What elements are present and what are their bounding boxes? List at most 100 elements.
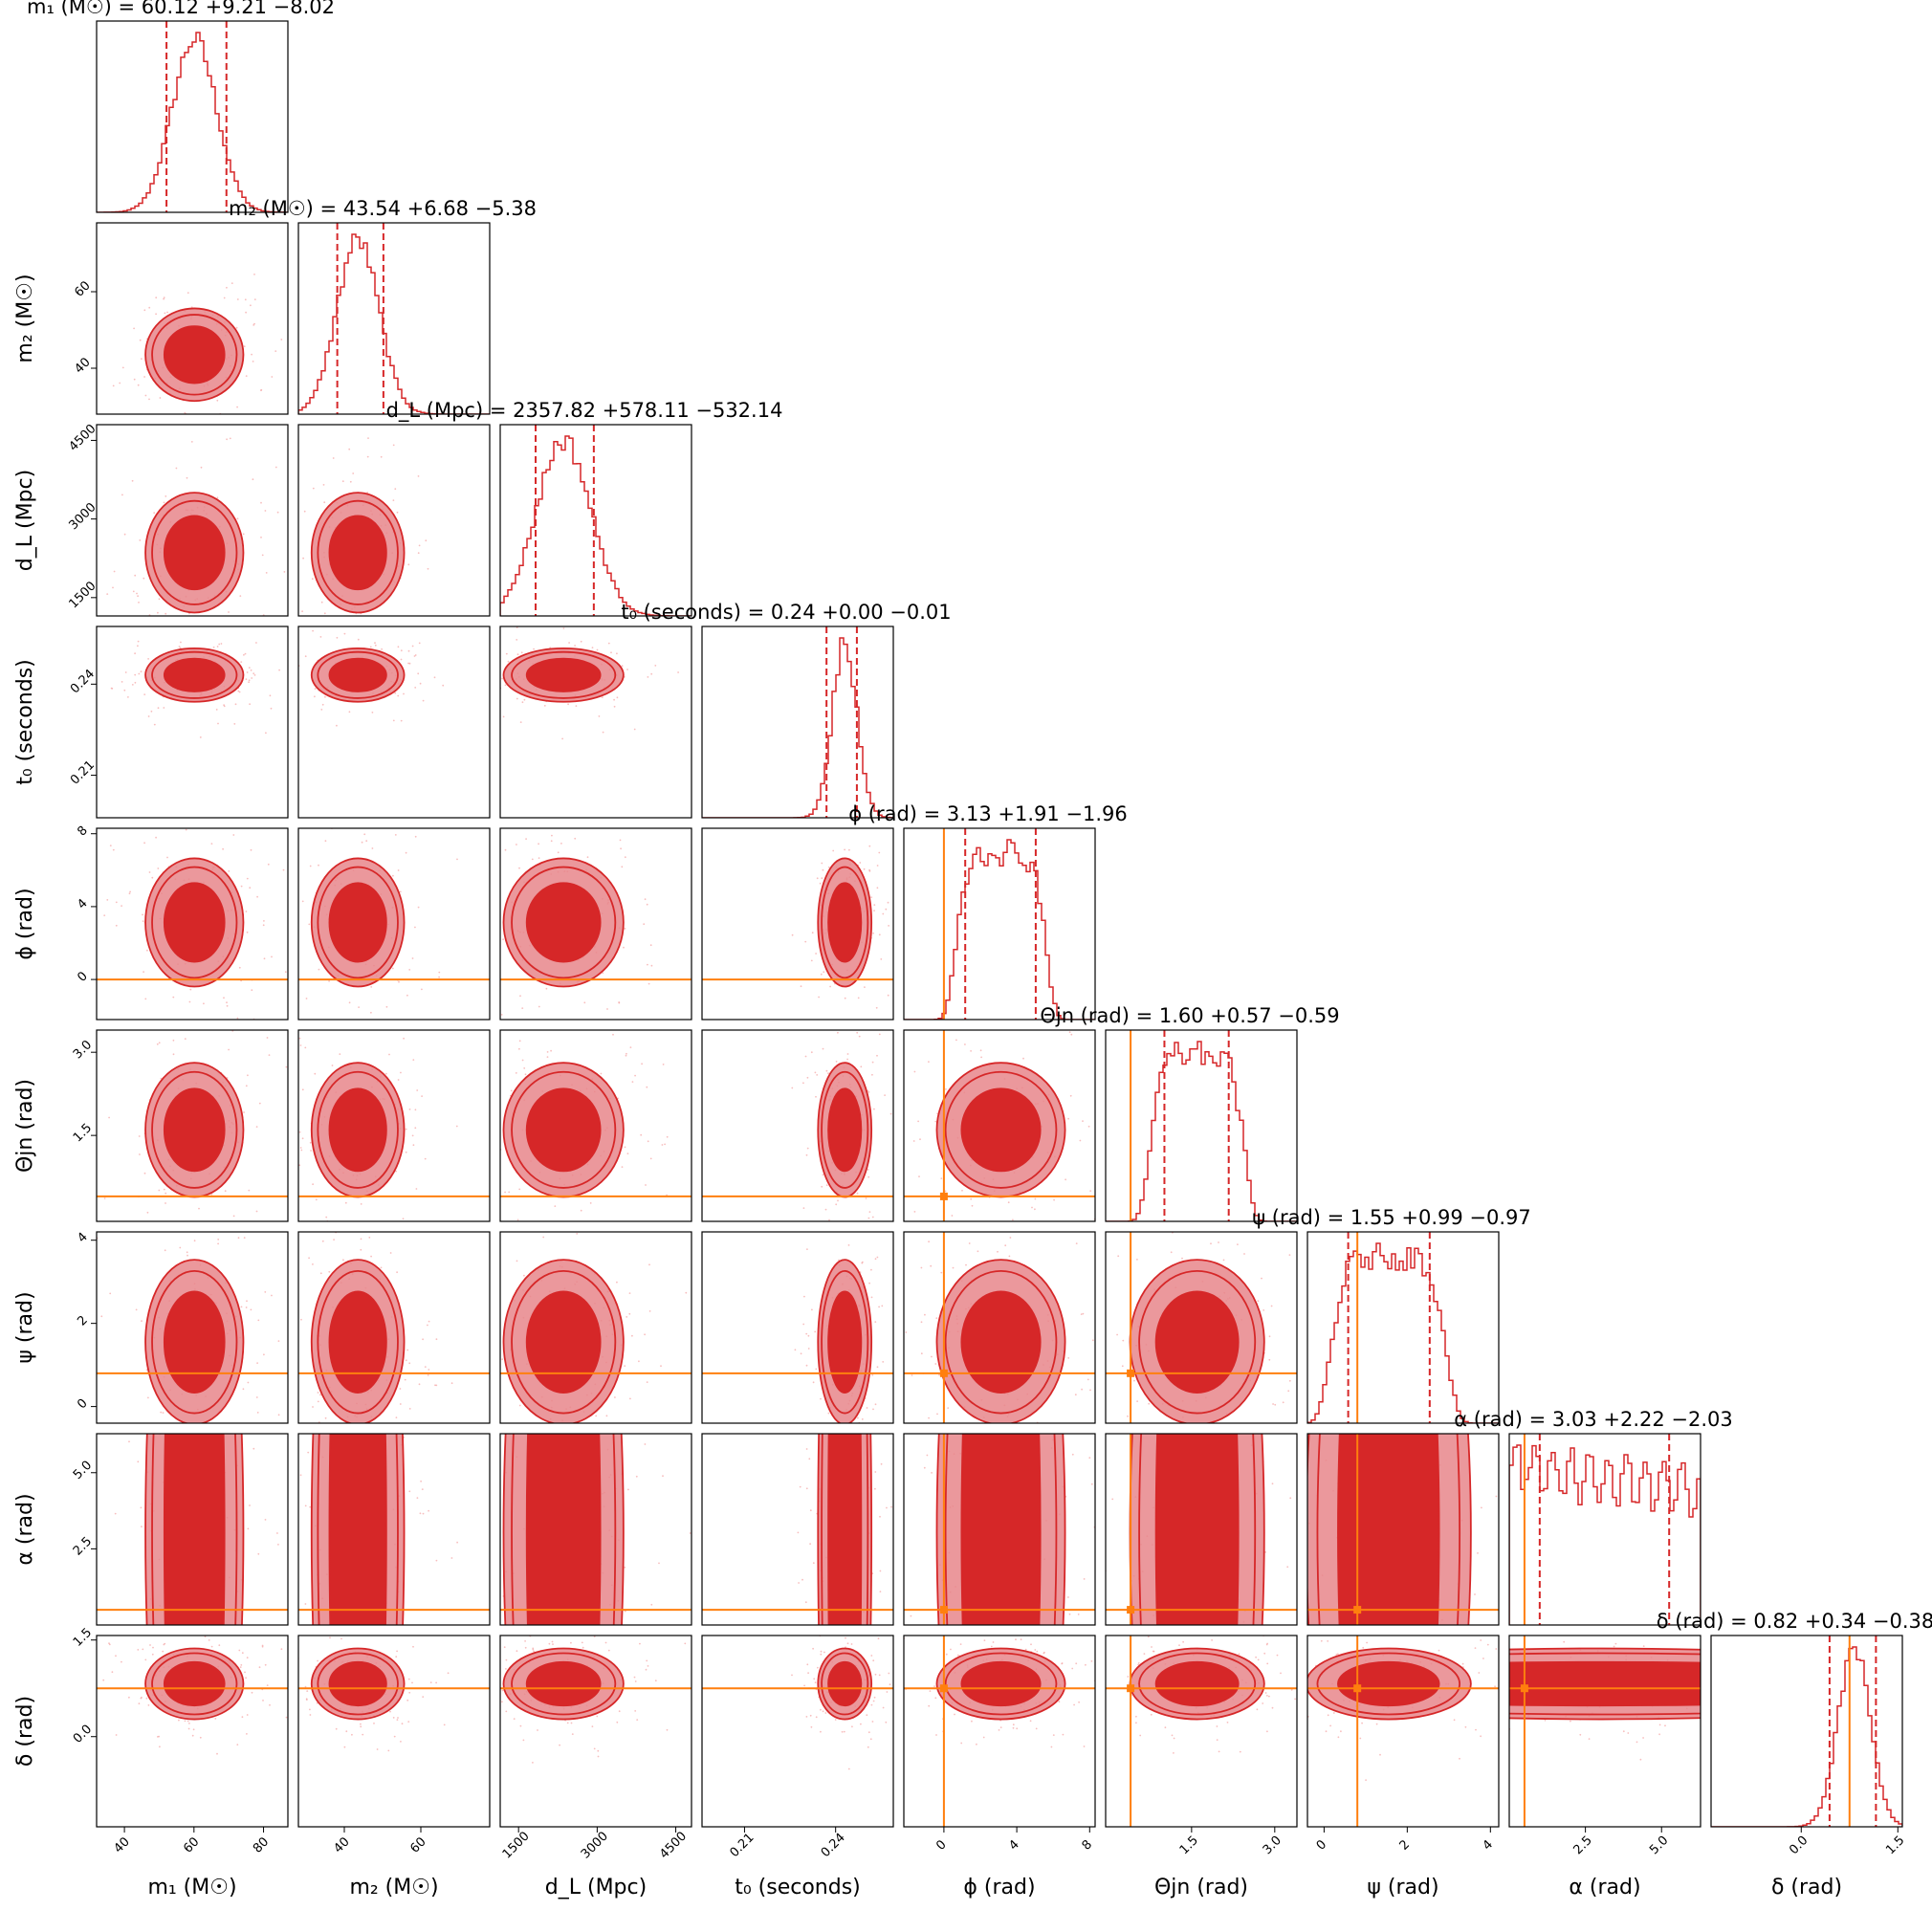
sample-point <box>934 1363 937 1365</box>
sample-point <box>203 1002 205 1005</box>
sample-point <box>1495 1701 1497 1702</box>
sample-point <box>1102 1690 1104 1692</box>
sample-point <box>934 1120 937 1123</box>
sample-point <box>531 858 534 861</box>
sample-point <box>873 904 876 906</box>
sample-point <box>815 953 817 955</box>
sample-point <box>521 701 524 704</box>
sample-point <box>1065 1293 1067 1295</box>
sample-point <box>812 1562 815 1565</box>
sample-point <box>636 1719 639 1721</box>
sample-point <box>193 1432 195 1434</box>
sample-point <box>1068 1613 1071 1615</box>
sample-point <box>1495 1495 1498 1498</box>
sample-point <box>103 914 106 916</box>
sample-point <box>319 1272 322 1275</box>
contour-inner <box>163 1434 226 1625</box>
sample-point <box>172 1039 175 1042</box>
sample-point <box>484 1504 486 1506</box>
sample-point <box>876 1580 878 1582</box>
histogram-alpha <box>1509 1444 1701 1625</box>
sample-point <box>871 1061 874 1064</box>
panel-frame <box>1306 1231 1500 1424</box>
sample-point <box>1378 1398 1380 1400</box>
sample-point <box>538 1005 540 1008</box>
sample-point <box>443 1723 446 1726</box>
sample-point <box>132 590 135 593</box>
sample-point <box>494 1680 495 1681</box>
sample-point <box>392 874 394 877</box>
sample-point <box>1135 1722 1137 1724</box>
sample-point <box>285 1065 288 1068</box>
panel-m2-vs-dL <box>277 424 491 617</box>
sample-point <box>873 1696 876 1699</box>
sample-point <box>478 1356 480 1358</box>
sample-point <box>277 556 279 558</box>
contour-inner <box>163 657 226 692</box>
sample-point <box>404 1378 406 1381</box>
sample-point <box>649 1629 651 1631</box>
sample-point <box>157 1005 159 1007</box>
sample-point <box>331 1065 334 1066</box>
panel-frame <box>1508 1635 1701 1828</box>
sample-point <box>799 1485 801 1488</box>
sample-point <box>601 696 604 698</box>
sample-point <box>1282 1401 1284 1404</box>
sample-point <box>1384 1419 1386 1421</box>
sample-point <box>442 684 445 687</box>
sample-point <box>951 1215 954 1217</box>
sample-point <box>163 1188 165 1191</box>
sample-point <box>417 475 420 477</box>
sample-point <box>294 638 296 640</box>
sample-point <box>389 1252 392 1254</box>
sample-point <box>1143 1653 1146 1655</box>
sample-point <box>237 1237 240 1240</box>
sample-point <box>409 1226 411 1228</box>
sample-point <box>204 622 206 624</box>
sample-point <box>1085 1663 1087 1666</box>
sample-point <box>1029 1720 1032 1723</box>
sample-point <box>315 1198 318 1201</box>
sample-point <box>834 1719 837 1721</box>
sample-point <box>1117 1255 1120 1258</box>
contour-inner <box>1509 1660 1701 1707</box>
sample-point <box>456 1115 458 1117</box>
contour-inner <box>1337 1660 1440 1707</box>
y-tick-label: 0 <box>75 969 90 984</box>
sample-point <box>980 1056 982 1059</box>
sample-point <box>151 876 154 879</box>
sample-point <box>537 1059 538 1061</box>
sample-point <box>216 399 219 402</box>
sample-point <box>1012 1218 1014 1221</box>
sample-point <box>341 480 344 483</box>
sample-point <box>644 1443 647 1445</box>
sample-point <box>250 1308 252 1311</box>
sample-point <box>1080 1660 1082 1662</box>
sample-point <box>142 1648 144 1651</box>
sample-point <box>889 1418 891 1420</box>
sample-point <box>1255 1656 1257 1658</box>
sample-point <box>271 1365 273 1367</box>
sample-point <box>837 1031 839 1034</box>
sample-point <box>823 1429 824 1431</box>
sample-point <box>133 1502 135 1504</box>
sample-point <box>533 648 535 650</box>
panel-alpha-vs-delta: 2.5 5.0α (rad) <box>1495 1635 1701 1899</box>
sample-point <box>891 1716 893 1718</box>
sample-point <box>1340 1730 1342 1733</box>
sample-point <box>624 1566 626 1569</box>
sample-point <box>871 1373 874 1376</box>
sample-point <box>338 1629 340 1631</box>
sample-point <box>1218 1750 1220 1753</box>
sample-point <box>243 1111 245 1113</box>
sample-point <box>807 1334 810 1337</box>
sample-point <box>240 1306 243 1308</box>
sample-point <box>646 1381 648 1383</box>
sample-point <box>616 1721 619 1723</box>
sample-point <box>494 932 496 933</box>
sample-point <box>226 438 229 441</box>
sample-point <box>345 1730 348 1733</box>
sample-point <box>911 1374 913 1376</box>
sample-point <box>405 851 407 854</box>
sample-point <box>255 642 257 644</box>
